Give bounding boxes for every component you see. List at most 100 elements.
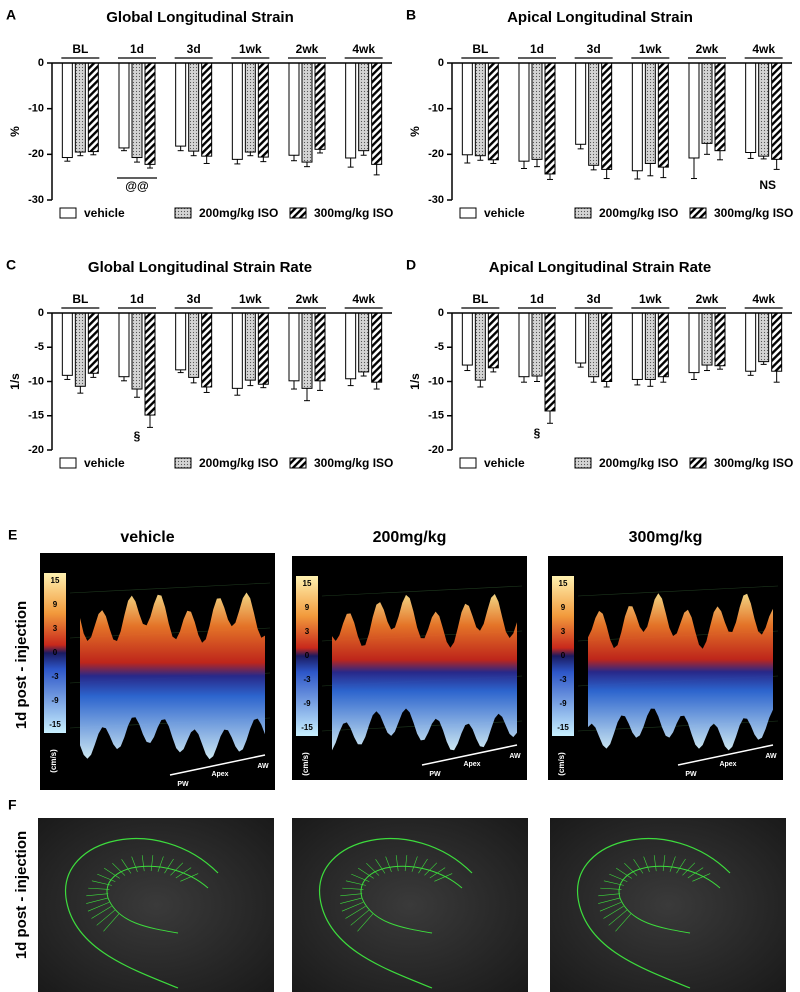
strain-vector <box>150 855 154 872</box>
strain-vector <box>340 897 363 904</box>
bar <box>714 62 726 152</box>
category-label: BL <box>72 42 88 56</box>
colorbar <box>552 576 574 736</box>
y-tick-label: -15 <box>428 410 444 422</box>
bar <box>175 62 187 147</box>
velocity-surface <box>80 592 265 760</box>
bar <box>518 312 530 378</box>
axis-label: Apex <box>211 771 228 778</box>
strain-vector <box>603 880 624 886</box>
bar <box>531 312 543 377</box>
velocity-surface <box>588 593 773 751</box>
y-tick-label: -5 <box>34 341 44 353</box>
bar <box>487 62 499 161</box>
bar <box>758 312 770 363</box>
bar <box>61 312 73 376</box>
grid-line <box>69 582 271 594</box>
strain-vector <box>600 887 622 890</box>
strain-vector <box>598 893 621 897</box>
strain-vector <box>180 873 199 882</box>
y-axis-label: 1/s <box>8 373 22 390</box>
surface-axis <box>169 754 266 776</box>
colorbar-tick-label: 0 <box>305 651 310 660</box>
category-label: 3d <box>587 292 601 306</box>
category-label: 3d <box>187 292 201 306</box>
panel-label: F <box>8 797 17 813</box>
bar <box>474 62 486 157</box>
strain-vector <box>141 855 145 872</box>
category-label: 2wk <box>696 42 719 56</box>
strain-vector <box>615 867 632 879</box>
bar <box>701 312 713 366</box>
colorbar-tick-label: -3 <box>559 675 567 684</box>
colorbar <box>296 576 318 736</box>
strain-vector <box>351 873 370 882</box>
strain-vector <box>375 859 386 874</box>
category-label: 2wk <box>296 292 319 306</box>
colorbar-tick-label: 0 <box>53 648 58 657</box>
colorbar-tick-label: 9 <box>53 600 58 609</box>
strain-vector <box>615 913 632 932</box>
chart-panel: D Apical Longitudinal Strain Rate 1/s 0 -5 -1… <box>406 257 793 470</box>
category-label: 4wk <box>352 292 375 306</box>
velocity-map: PW Apex AW 15 9 3 0 -3 -9 -15 (cm/s) <box>292 556 527 780</box>
strain-vector <box>88 887 110 890</box>
colorbar-tick-label: -15 <box>301 723 313 732</box>
chart-panel: C Global Longitudinal Strain Rate 1/s 0 -5 -1… <box>6 257 393 470</box>
bar <box>745 62 757 154</box>
axis-label: Apex <box>719 761 736 768</box>
legend-swatch <box>59 207 77 219</box>
bar <box>144 62 156 165</box>
strain-vector <box>350 909 370 926</box>
legend-swatch <box>289 207 307 219</box>
strain-vector <box>341 901 364 912</box>
velocity-surface <box>332 594 517 751</box>
legend-label: 200mg/kg ISO <box>199 206 278 220</box>
category-label: 2wk <box>296 42 319 56</box>
bar <box>244 62 256 153</box>
bar <box>74 312 86 387</box>
y-tick-label: -10 <box>28 375 44 387</box>
strain-vector <box>608 909 628 926</box>
y-axis-label: % <box>8 126 22 137</box>
panel-label: A <box>6 7 16 23</box>
bar <box>87 62 99 153</box>
panel-label: C <box>6 257 16 273</box>
category-label: BL <box>472 42 488 56</box>
bar <box>631 62 643 172</box>
epicardial-contour <box>577 838 731 989</box>
bar <box>531 62 543 160</box>
bar <box>771 312 783 372</box>
bar <box>301 312 313 389</box>
y-tick-label: -15 <box>28 410 44 422</box>
bar <box>131 62 143 159</box>
legend-label: vehicle <box>84 206 125 220</box>
bar <box>714 312 726 367</box>
strain-vector <box>385 856 392 872</box>
legend-label: 200mg/kg ISO <box>599 456 678 470</box>
bar <box>231 312 243 389</box>
bar <box>657 62 669 168</box>
bar <box>657 312 669 378</box>
strain-vector <box>342 887 364 890</box>
image-title: vehicle <box>120 529 174 546</box>
category-label: 1wk <box>239 292 262 306</box>
y-tick-label: -30 <box>428 194 444 206</box>
bar <box>244 312 256 381</box>
axis-label: Apex <box>463 761 480 768</box>
axis-label: AW <box>509 753 521 760</box>
y-tick-label: -10 <box>428 375 444 387</box>
bar <box>644 62 656 164</box>
strain-vector <box>121 859 132 874</box>
y-tick-label: -10 <box>428 103 444 115</box>
legend-label: 300mg/kg ISO <box>714 206 793 220</box>
strain-vector <box>424 862 438 876</box>
y-tick-label: -10 <box>28 103 44 115</box>
category-label: 1wk <box>239 42 262 56</box>
strain-vector <box>157 856 164 872</box>
epicardial-contour <box>319 838 473 989</box>
strain-vector <box>357 867 374 879</box>
legend-swatch <box>174 457 192 469</box>
strain-vector <box>429 867 446 879</box>
bar <box>188 312 200 378</box>
